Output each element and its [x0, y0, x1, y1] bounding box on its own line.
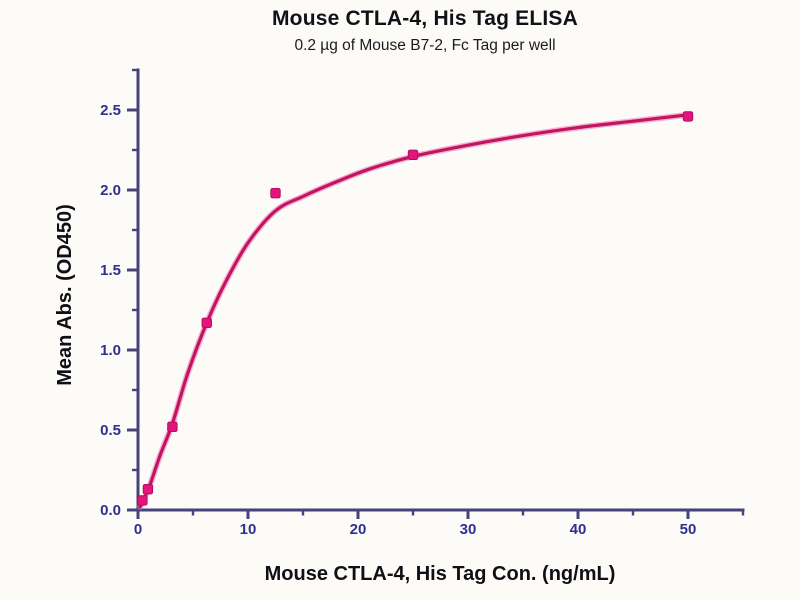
data-point-marker — [137, 495, 148, 506]
data-point-marker — [270, 188, 281, 199]
fit-curve — [138, 113, 690, 509]
data-point-marker — [682, 111, 694, 122]
x-tick-label: 20 — [350, 521, 367, 538]
y-tick-label: 2.5 — [100, 102, 121, 119]
x-axis-label: Mouse CTLA-4, His Tag Con. (ng/mL) — [264, 563, 616, 585]
chart-title: Mouse CTLA-4, His Tag ELISA — [271, 7, 579, 30]
x-tick-label: 10 — [240, 521, 257, 538]
data-point-marker — [407, 149, 419, 161]
data-point-marker — [201, 317, 212, 329]
x-tick-label: 50 — [680, 521, 697, 538]
chart-subtitle: 0.2 µg of Mouse B7-2, Fc Tag per well — [294, 37, 556, 54]
data-point-marker — [142, 484, 154, 495]
y-tick-label: 1.5 — [100, 262, 121, 279]
fit-curve-glow — [137, 111, 691, 510]
y-tick-label: 2.0 — [100, 182, 121, 199]
y-tick-label: 0.0 — [100, 502, 121, 519]
x-tick-label: 40 — [570, 521, 587, 538]
axis-spine — [136, 68, 745, 512]
y-tick-label: 1.0 — [100, 342, 121, 359]
x-tick-label: 0 — [134, 521, 142, 538]
x-tick-label: 30 — [460, 521, 477, 538]
y-tick-label: 0.5 — [100, 422, 121, 439]
data-point-marker — [167, 421, 178, 433]
